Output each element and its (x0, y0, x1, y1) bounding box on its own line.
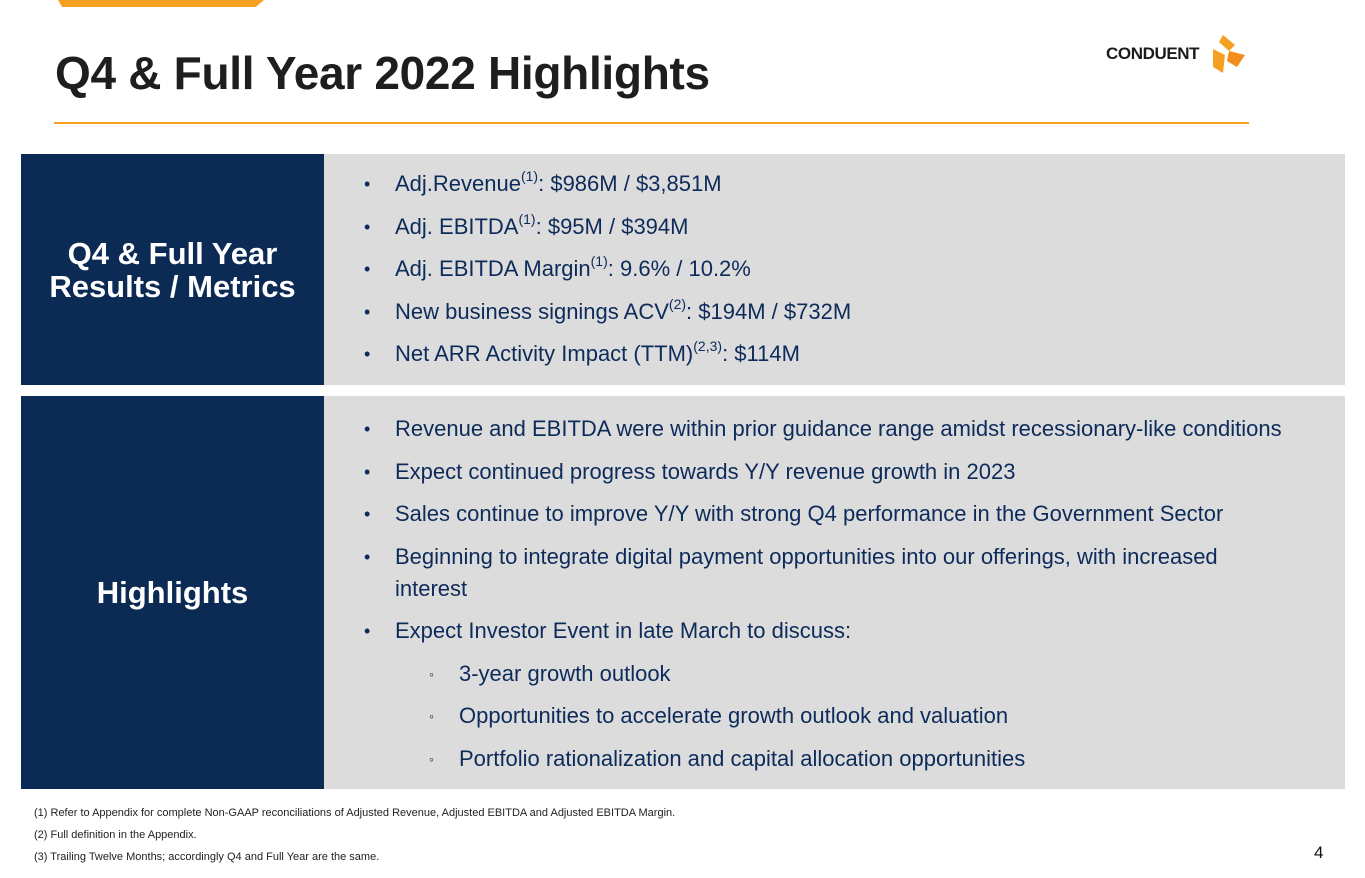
conduent-logo: CONDUENT (1106, 34, 1246, 74)
metrics-content: • Adj.Revenue(1): $986M / $3,851M • Adj. E… (324, 154, 1345, 385)
highlight-item: • Revenue and EBITDA were within prior gu… (364, 416, 1282, 441)
title-divider (54, 122, 1249, 124)
slide-title: Q4 & Full Year 2022 Highlights (55, 47, 710, 99)
sub-item: ◦ Opportunities to accelerate growth outl… (429, 703, 1009, 728)
highlights-content: • Revenue and EBITDA were within prior gu… (324, 396, 1345, 789)
highlights-label: Highlights (21, 396, 324, 789)
footnote: (1) Refer to Appendix for complete Non-G… (34, 807, 676, 819)
highlights-panel: Highlights • Revenue and EBITDA were with… (21, 396, 1345, 789)
sub-item: ◦ 3-year growth outlook (429, 660, 671, 686)
top-accent-tab (58, 0, 264, 7)
logo-wordmark: CONDUENT (1106, 44, 1200, 63)
conduent-logo-icon (1213, 35, 1246, 73)
page-number: 4 (1314, 843, 1324, 862)
metrics-panel: Q4 & Full Year Results / Metrics • Adj.Re… (21, 154, 1345, 385)
highlights-list: • Revenue and EBITDA were within prior gu… (324, 413, 1345, 775)
metric-item: • Net ARR Activity Impact (TTM)(2,3): $11… (364, 338, 800, 366)
highlight-item: • Expect continued progress towards Y/Y r… (364, 458, 1016, 484)
highlight-item: • Sales continue to improve Y/Y with stro… (364, 501, 1224, 526)
highlight-item: • Beginning to integrate digital payment … (364, 543, 1218, 601)
footnotes: (1) Refer to Appendix for complete Non-G… (34, 806, 675, 872)
footnote: (3) Trailing Twelve Months; accordingly … (34, 851, 380, 863)
metric-item: • Adj. EBITDA(1): $95M / $394M (364, 210, 689, 239)
sub-item: ◦ Portfolio rationalization and capital a… (429, 745, 1026, 771)
metric-item: • Adj.Revenue(1): $986M / $3,851M (364, 168, 722, 196)
metrics-list: • Adj.Revenue(1): $986M / $3,851M • Adj. E… (324, 168, 1345, 383)
metric-item: • New business signings ACV(2): $194M / $… (364, 295, 852, 324)
footnote: (2) Full definition in the Appendix. (34, 829, 197, 841)
investor-event-sublist: ◦ 3-year growth outlook ◦ Opportunities to… (395, 658, 1345, 775)
highlight-item: • Expect Investor Event in late March to … (324, 615, 1345, 775)
metric-item: • Adj. EBITDA Margin(1): 9.6% / 10.2% (364, 253, 751, 281)
metrics-label: Q4 & Full Year Results / Metrics (21, 154, 324, 385)
